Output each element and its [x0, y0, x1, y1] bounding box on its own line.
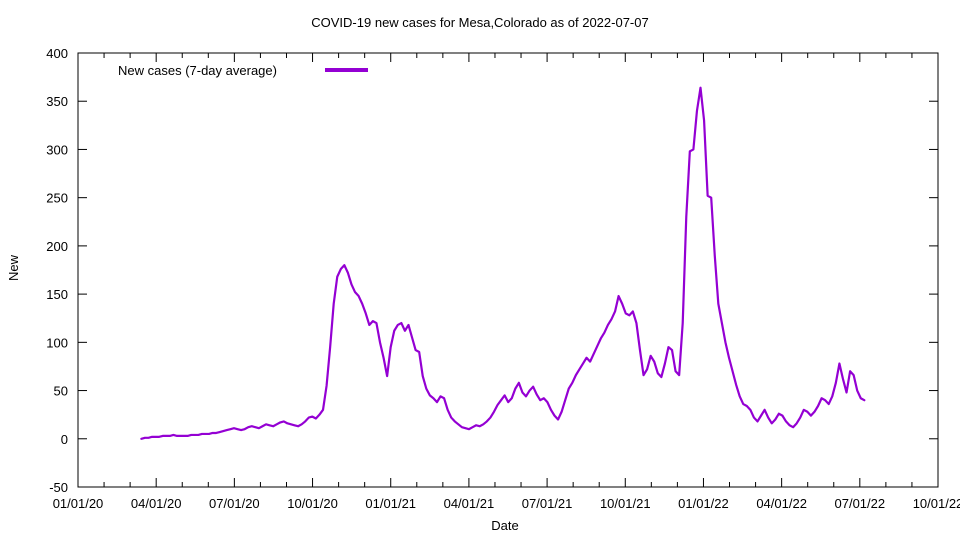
x-tick-label: 07/01/21 [522, 496, 573, 511]
x-axis-title: Date [491, 518, 518, 533]
y-axis: -50 0 50 100 150 200 250 300 350 400 [46, 46, 938, 495]
y-axis-title: New [6, 254, 21, 281]
x-tick-label: 07/01/22 [835, 496, 886, 511]
y-tick-label: 100 [46, 335, 68, 350]
x-tick-label: 04/01/22 [756, 496, 807, 511]
y-tick-label: 350 [46, 94, 68, 109]
y-tick-label: 400 [46, 46, 68, 61]
x-tick-label: 04/01/20 [131, 496, 182, 511]
x-axis: 01/01/20 04/01/20 07/01/20 10/01/20 01/01/21… [53, 53, 960, 511]
y-tick-label: 0 [61, 432, 68, 447]
x-tick-label: 10/01/21 [600, 496, 651, 511]
x-tick-label: 10/01/20 [287, 496, 338, 511]
chart-title: COVID-19 new cases for Mesa,Colorado as … [311, 15, 648, 30]
x-tick-label: 01/01/21 [365, 496, 416, 511]
y-tick-label: 200 [46, 239, 68, 254]
y-tick-label: -50 [49, 480, 68, 495]
x-tick-label: 01/01/22 [678, 496, 729, 511]
series-line-new-cases [140, 86, 866, 440]
legend-label-new-cases: New cases (7-day average) [118, 63, 277, 78]
plot-frame [77, 52, 939, 488]
y-tick-label: 250 [46, 191, 68, 206]
x-tick-label: 04/01/21 [444, 496, 495, 511]
series-group [140, 86, 866, 440]
y-tick-label: 300 [46, 142, 68, 157]
chart-legend: New cases (7-day average) [118, 63, 368, 78]
y-tick-label: 50 [54, 384, 68, 399]
x-tick-label: 01/01/20 [53, 496, 104, 511]
y-tick-label: 150 [46, 287, 68, 302]
x-tick-label: 07/01/20 [209, 496, 260, 511]
x-tick-label: 10/01/22 [913, 496, 960, 511]
